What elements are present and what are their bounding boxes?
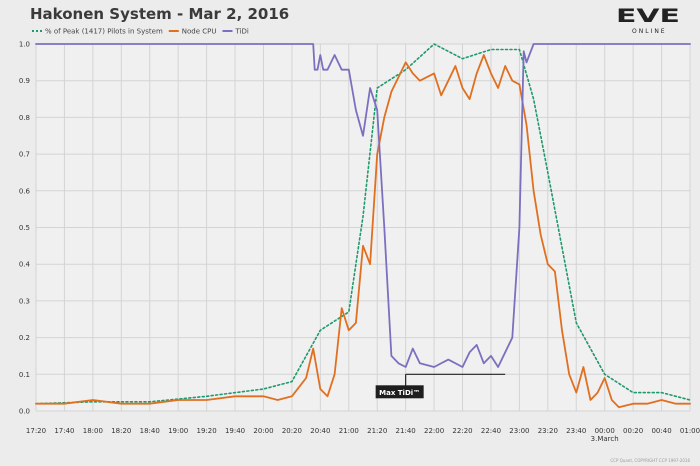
legend-label: % of Peak (1417) Pilots in System <box>45 28 163 36</box>
x-tick-label: 20:40 <box>310 427 330 435</box>
x-tick-label: 22:00 <box>424 427 444 435</box>
grid <box>35 43 691 412</box>
x-tick-label: 20:20 <box>282 427 302 435</box>
series-line <box>35 54 691 409</box>
x-tick-label: 00:20 <box>623 427 643 435</box>
series <box>35 54 691 409</box>
annotation: Max TiDi™ <box>375 373 506 399</box>
x-tick-label: 17:20 <box>26 427 46 435</box>
y-tick-label: 0.5 <box>19 224 30 232</box>
chart-title: Hakonen System - Mar 2, 2016 <box>30 5 289 23</box>
x-tick-label: 23:00 <box>509 427 529 435</box>
series-line <box>35 43 691 405</box>
series-layer <box>35 43 691 409</box>
y-tick-label: 0.2 <box>19 334 30 342</box>
x-tick-label: 00:00 <box>595 427 615 435</box>
max-tidi-label-box <box>375 385 424 399</box>
series <box>35 43 691 405</box>
x-tick-label: 17:40 <box>54 427 74 435</box>
legend: % of Peak (1417) Pilots in System Node CP… <box>32 28 249 36</box>
x-tick-label: 18:40 <box>140 427 160 435</box>
y-tick-label: 0.8 <box>19 114 30 122</box>
x-tick-label: 20:00 <box>253 427 273 435</box>
x-tick-label: 23:20 <box>538 427 558 435</box>
eve-logo: EVE ONLINE <box>616 5 680 35</box>
x-tick-label: 01:00 <box>680 427 700 435</box>
x-tick-label: 19:00 <box>168 427 188 435</box>
eve-logo-subtext: ONLINE <box>632 28 667 35</box>
x-tick-label: 22:40 <box>481 427 501 435</box>
y-tick-label: 0.6 <box>19 187 31 195</box>
x-tick-label: 18:00 <box>83 427 103 435</box>
x-tick-label: 19:40 <box>225 427 245 435</box>
x-axis-ticks: 17:20 17:40 18:00 18:20 18:40 19:00 19:20 19:40… <box>26 427 700 443</box>
legend-item: Node CPU <box>168 28 217 36</box>
y-tick-label: 0.4 <box>19 261 31 269</box>
series <box>35 43 691 368</box>
y-tick-label: 0.0 <box>19 408 30 416</box>
y-tick-label: 0.1 <box>19 371 30 379</box>
y-tick-label: 1.0 <box>19 41 30 49</box>
legend-item: % of Peak (1417) Pilots in System <box>32 28 163 36</box>
legend-label: TiDi <box>235 28 249 36</box>
x-tick-label: 21:40 <box>396 427 416 435</box>
series-line <box>35 43 691 368</box>
x-tick-label: 00:40 <box>651 427 671 435</box>
copyright-footer: CCP Quant, COPYRIGHT CCP 1997-2016 <box>610 458 690 463</box>
x-tick-label: 18:20 <box>111 427 131 435</box>
legend-item: TiDi <box>222 28 249 36</box>
max-tidi-label: Max TiDi™ <box>379 389 420 397</box>
x-tick-label: 21:20 <box>367 427 387 435</box>
x-tick-sublabel: 3.March <box>591 435 619 443</box>
x-tick-label: 22:20 <box>452 427 472 435</box>
y-tick-label: 0.3 <box>19 297 30 305</box>
eve-logo-text: EVE <box>616 5 680 27</box>
x-tick-label: 21:00 <box>339 427 359 435</box>
y-axis-ticks: 0.0 0.1 0.2 0.3 0.4 0.5 0.6 0.7 0.8 0.9 1.0 <box>19 41 31 416</box>
x-tick-label: 19:20 <box>197 427 217 435</box>
legend-label: Node CPU <box>182 28 217 36</box>
y-tick-label: 0.7 <box>19 151 30 159</box>
y-tick-label: 0.9 <box>19 77 30 85</box>
x-tick-label: 23:40 <box>566 427 586 435</box>
